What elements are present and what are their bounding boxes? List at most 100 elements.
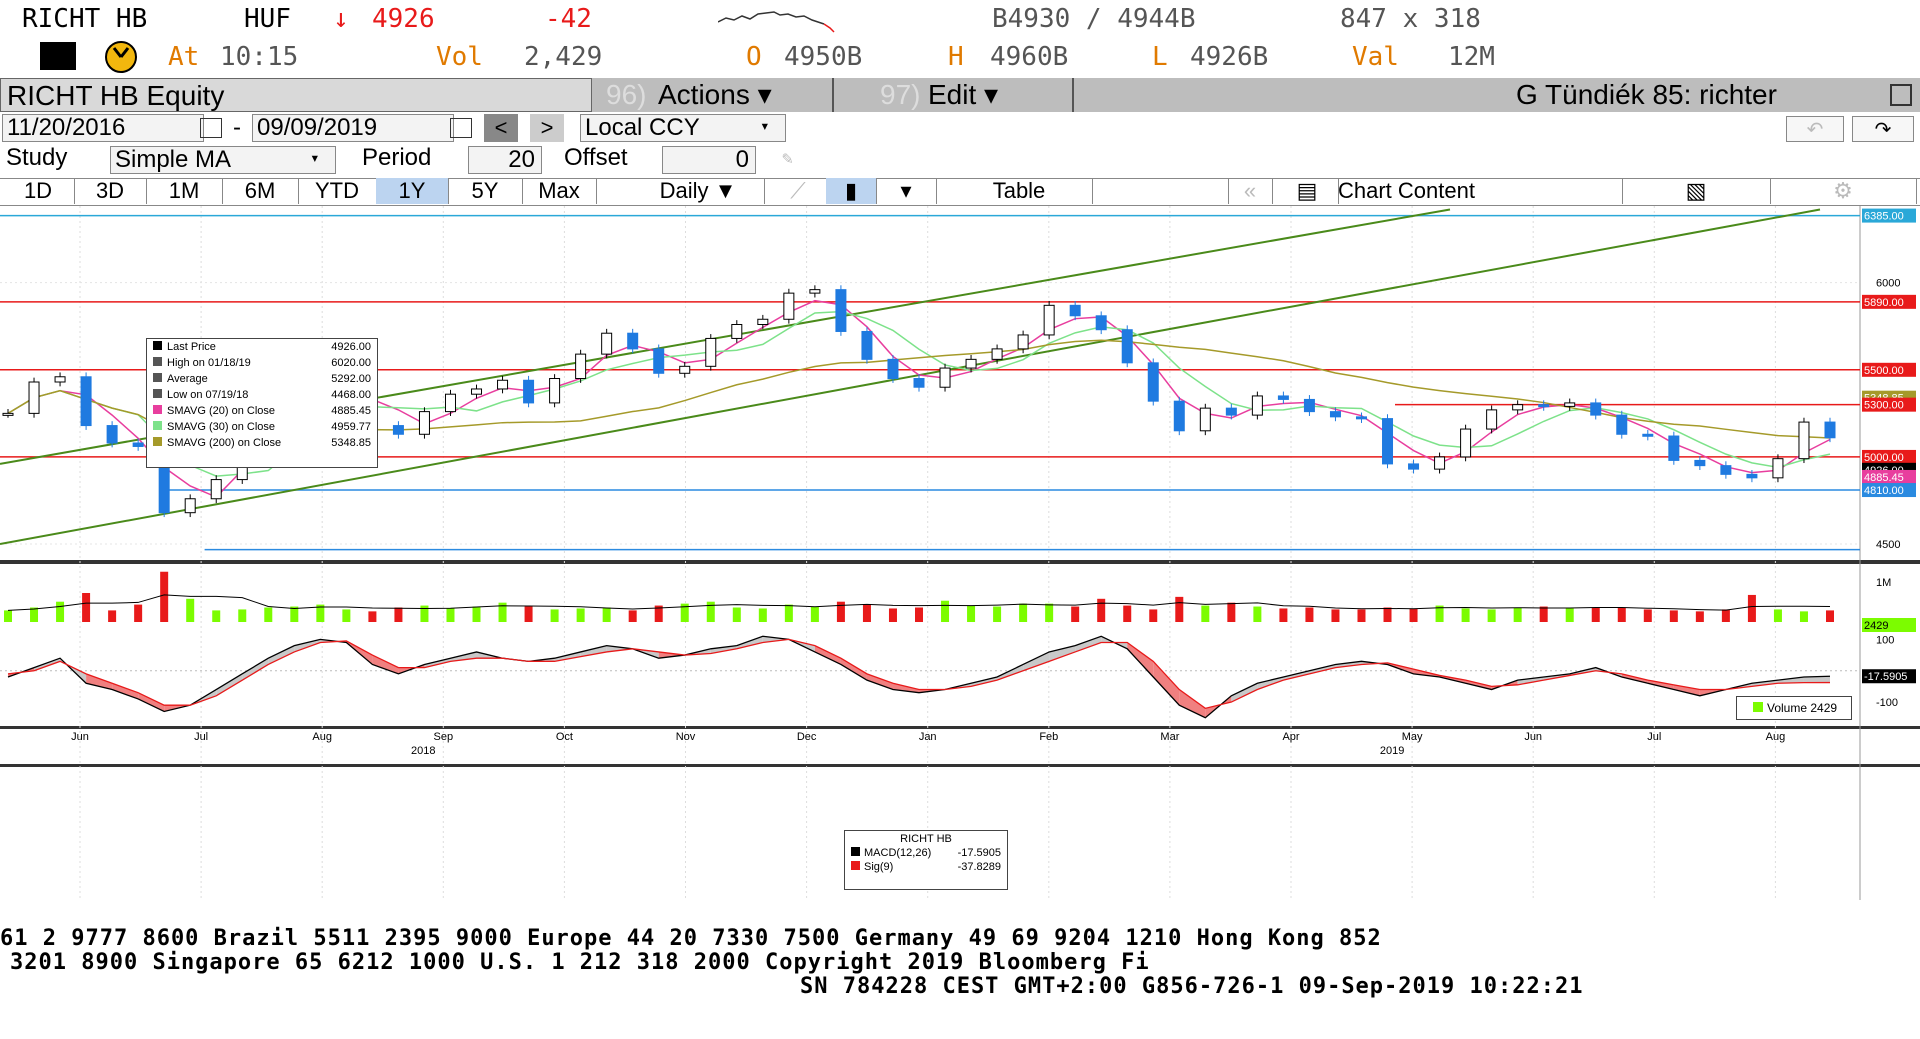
- legend-value: 4926.00: [331, 341, 371, 353]
- chevron-down-icon[interactable]: ▾: [760, 116, 770, 135]
- volume-bar: [108, 610, 117, 622]
- candle-body: [106, 425, 118, 444]
- candle-chart-icon[interactable]: ▮: [826, 178, 877, 204]
- macd-fill: [1257, 677, 1284, 690]
- legend: Last Price 4926.00 High on 01/18/19 6020.00…: [146, 338, 378, 468]
- legend-row: High on 01/18/19 6020.00: [147, 355, 377, 371]
- collapse-icon[interactable]: «: [1228, 178, 1273, 204]
- toolbar: [0, 178, 1920, 206]
- volume-bar: [1747, 594, 1756, 622]
- price-label-box: [1862, 397, 1916, 412]
- range-max-button[interactable]: Max: [522, 178, 597, 204]
- range-5y-button[interactable]: 5Y: [448, 178, 523, 204]
- candle-body: [1824, 421, 1836, 439]
- range-3d-button[interactable]: 3D: [74, 178, 147, 204]
- ticker: RICHT HB: [22, 4, 148, 34]
- candle-body: [1199, 407, 1211, 432]
- legend-label: SMAVG (30) on Close: [167, 421, 276, 433]
- speedometer-icon[interactable]: [104, 40, 138, 74]
- price-change: -42: [545, 4, 592, 34]
- chart-settings-icon[interactable]: ▧: [1622, 178, 1771, 204]
- actions-menu[interactable]: Actions ▾: [658, 79, 772, 110]
- line-chart-icon[interactable]: ⟋: [770, 178, 827, 204]
- calendar-icon[interactable]: [200, 118, 222, 138]
- legend-row: Low on 07/19/18 4468.00: [147, 387, 377, 403]
- currency: HUF: [244, 4, 291, 34]
- close-icon[interactable]: [1890, 84, 1912, 106]
- volume-bar: [290, 606, 299, 622]
- range-6m-button[interactable]: 6M: [222, 178, 299, 204]
- study-select[interactable]: Simple MA: [110, 146, 336, 174]
- blank-button[interactable]: [1092, 178, 1229, 204]
- price-label-text: 4810.00: [1864, 485, 1904, 497]
- legend-value: 4468.00: [331, 389, 371, 401]
- range-1d-button[interactable]: 1D: [2, 178, 75, 204]
- redo-icon[interactable]: ↷: [1852, 116, 1914, 142]
- panel-separator: [0, 726, 1920, 729]
- volume-bar: [915, 607, 923, 622]
- macd-fill: [112, 683, 139, 699]
- volume-bar: [576, 608, 585, 622]
- edit-menu[interactable]: Edit ▾: [928, 79, 999, 110]
- offset-input[interactable]: 0: [662, 146, 756, 174]
- chevron-down-icon[interactable]: ▾: [310, 148, 320, 167]
- range-1m-button[interactable]: 1M: [146, 178, 223, 204]
- prev-arrow-icon[interactable]: <: [484, 114, 518, 142]
- volume-bar: [368, 611, 377, 622]
- chart-area[interactable]: 60005500500045006385.005890.005500.00534…: [0, 206, 1920, 900]
- range-1y-button[interactable]: 1Y: [376, 178, 449, 204]
- price-tick-label: 4500: [1876, 539, 1900, 551]
- high-value: 4960B: [990, 42, 1069, 72]
- gear-icon[interactable]: ⚙: [1770, 178, 1917, 204]
- macd-fill: [710, 645, 737, 654]
- calendar-icon[interactable]: [450, 118, 472, 138]
- candle-body: [1798, 421, 1810, 460]
- volume-bar: [888, 608, 897, 622]
- macd-legend-title: RICHT HB: [900, 833, 952, 845]
- volume-label-text: 2429: [1864, 620, 1888, 632]
- candle-body: [184, 498, 196, 514]
- legend-swatch: [153, 389, 162, 398]
- month-label: Mar: [1160, 731, 1179, 743]
- volume-bar: [186, 598, 195, 622]
- legend-swatch: [153, 405, 162, 414]
- volume-bar: [628, 610, 637, 622]
- macd-fill: [788, 639, 815, 652]
- macd-fill: [1153, 661, 1180, 706]
- chevron-down-icon[interactable]: ▾: [876, 178, 937, 204]
- volume-bar: [706, 601, 715, 622]
- frequency-select[interactable]: Daily ▼: [632, 178, 765, 204]
- candle-body: [1173, 400, 1185, 432]
- end-date-input[interactable]: 09/09/2019: [252, 114, 454, 142]
- footer-line-2: 3201 8900 Singapore 65 6212 1000 U.S. 1 …: [10, 950, 1150, 975]
- range-ytd-button[interactable]: YTD: [298, 178, 377, 204]
- macd-fill: [450, 651, 477, 662]
- volume-bar: [1513, 607, 1522, 622]
- macd-fill: [294, 639, 321, 652]
- down-arrow-icon: ↓: [333, 4, 349, 34]
- chart-content-icon[interactable]: ▤: [1276, 178, 1339, 204]
- macd-fill: [580, 645, 607, 657]
- undo-icon[interactable]: ↶: [1786, 116, 1844, 142]
- volume-bar: [732, 607, 741, 622]
- edit-number: 97): [880, 79, 921, 110]
- macd-fill: [216, 673, 243, 696]
- macd-fill: [1647, 680, 1674, 690]
- month-label: Jul: [1647, 731, 1661, 743]
- volume-bar: [654, 605, 663, 622]
- macd-fill: [658, 651, 685, 659]
- val-value: 12M: [1448, 42, 1495, 72]
- next-arrow-icon[interactable]: >: [530, 114, 564, 142]
- table-button[interactable]: Table: [946, 178, 1093, 204]
- volume-bar: [420, 605, 429, 622]
- volume-bar: [56, 601, 65, 622]
- chart-content-button[interactable]: Chart Content: [1338, 178, 1623, 204]
- currency-select[interactable]: Local CCY: [580, 114, 786, 142]
- candle-body: [653, 348, 665, 374]
- pencil-icon[interactable]: ✎: [782, 148, 793, 169]
- volume-bar: [1435, 605, 1444, 622]
- candle-body: [1512, 404, 1524, 411]
- start-date-input[interactable]: 11/20/2016: [2, 114, 204, 142]
- period-input[interactable]: 20: [468, 146, 542, 174]
- candle-body: [1408, 463, 1420, 470]
